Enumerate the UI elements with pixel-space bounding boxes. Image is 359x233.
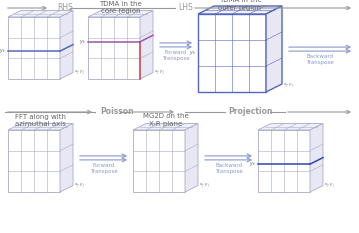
Text: TDMA in the
core region: TDMA in the core region: [99, 0, 142, 14]
Polygon shape: [310, 123, 323, 192]
Polygon shape: [133, 130, 185, 192]
Polygon shape: [185, 123, 198, 192]
Polygon shape: [88, 17, 140, 79]
Text: Forward
Transpose: Forward Transpose: [90, 163, 117, 174]
Text: $x_j,y_j$: $x_j,y_j$: [154, 68, 165, 77]
Text: $x_j,y_j$: $x_j,y_j$: [283, 81, 294, 90]
Text: Projection: Projection: [228, 107, 272, 116]
Polygon shape: [8, 10, 73, 17]
Polygon shape: [258, 123, 323, 130]
Text: LHS: LHS: [178, 3, 193, 13]
Text: $x_j,y_j$: $x_j,y_j$: [324, 181, 335, 190]
Text: MG2D on the
X-R plane: MG2D on the X-R plane: [143, 113, 188, 127]
Polygon shape: [258, 130, 310, 192]
Polygon shape: [140, 10, 153, 79]
Polygon shape: [60, 10, 73, 79]
Text: Backward
Transpose: Backward Transpose: [306, 54, 334, 65]
Polygon shape: [266, 6, 282, 92]
Text: $x_j,y_j$: $x_j,y_j$: [74, 181, 85, 190]
Polygon shape: [198, 14, 266, 92]
Text: $y_k$: $y_k$: [79, 38, 86, 46]
Text: $x_j,y_j$: $x_j,y_j$: [199, 181, 210, 190]
Text: $x_j,y_j$: $x_j,y_j$: [74, 68, 85, 77]
Polygon shape: [8, 123, 73, 130]
Text: Forward
Transpose: Forward Transpose: [162, 50, 190, 61]
Text: RHS: RHS: [57, 3, 73, 13]
Polygon shape: [133, 123, 198, 130]
Text: Poisson: Poisson: [100, 107, 134, 116]
Text: $y_k$: $y_k$: [189, 49, 196, 57]
Polygon shape: [88, 10, 153, 17]
Text: TDMA in the
outer region: TDMA in the outer region: [219, 0, 261, 11]
Polygon shape: [198, 6, 282, 14]
Polygon shape: [60, 123, 73, 192]
Text: Backward
Transpose: Backward Transpose: [215, 163, 242, 174]
Polygon shape: [8, 17, 60, 79]
Text: $y_k$: $y_k$: [0, 47, 6, 55]
Polygon shape: [8, 130, 60, 192]
Text: FFT along with
azimuthal axis: FFT along with azimuthal axis: [15, 113, 66, 127]
Text: $y_k$: $y_k$: [249, 160, 256, 168]
